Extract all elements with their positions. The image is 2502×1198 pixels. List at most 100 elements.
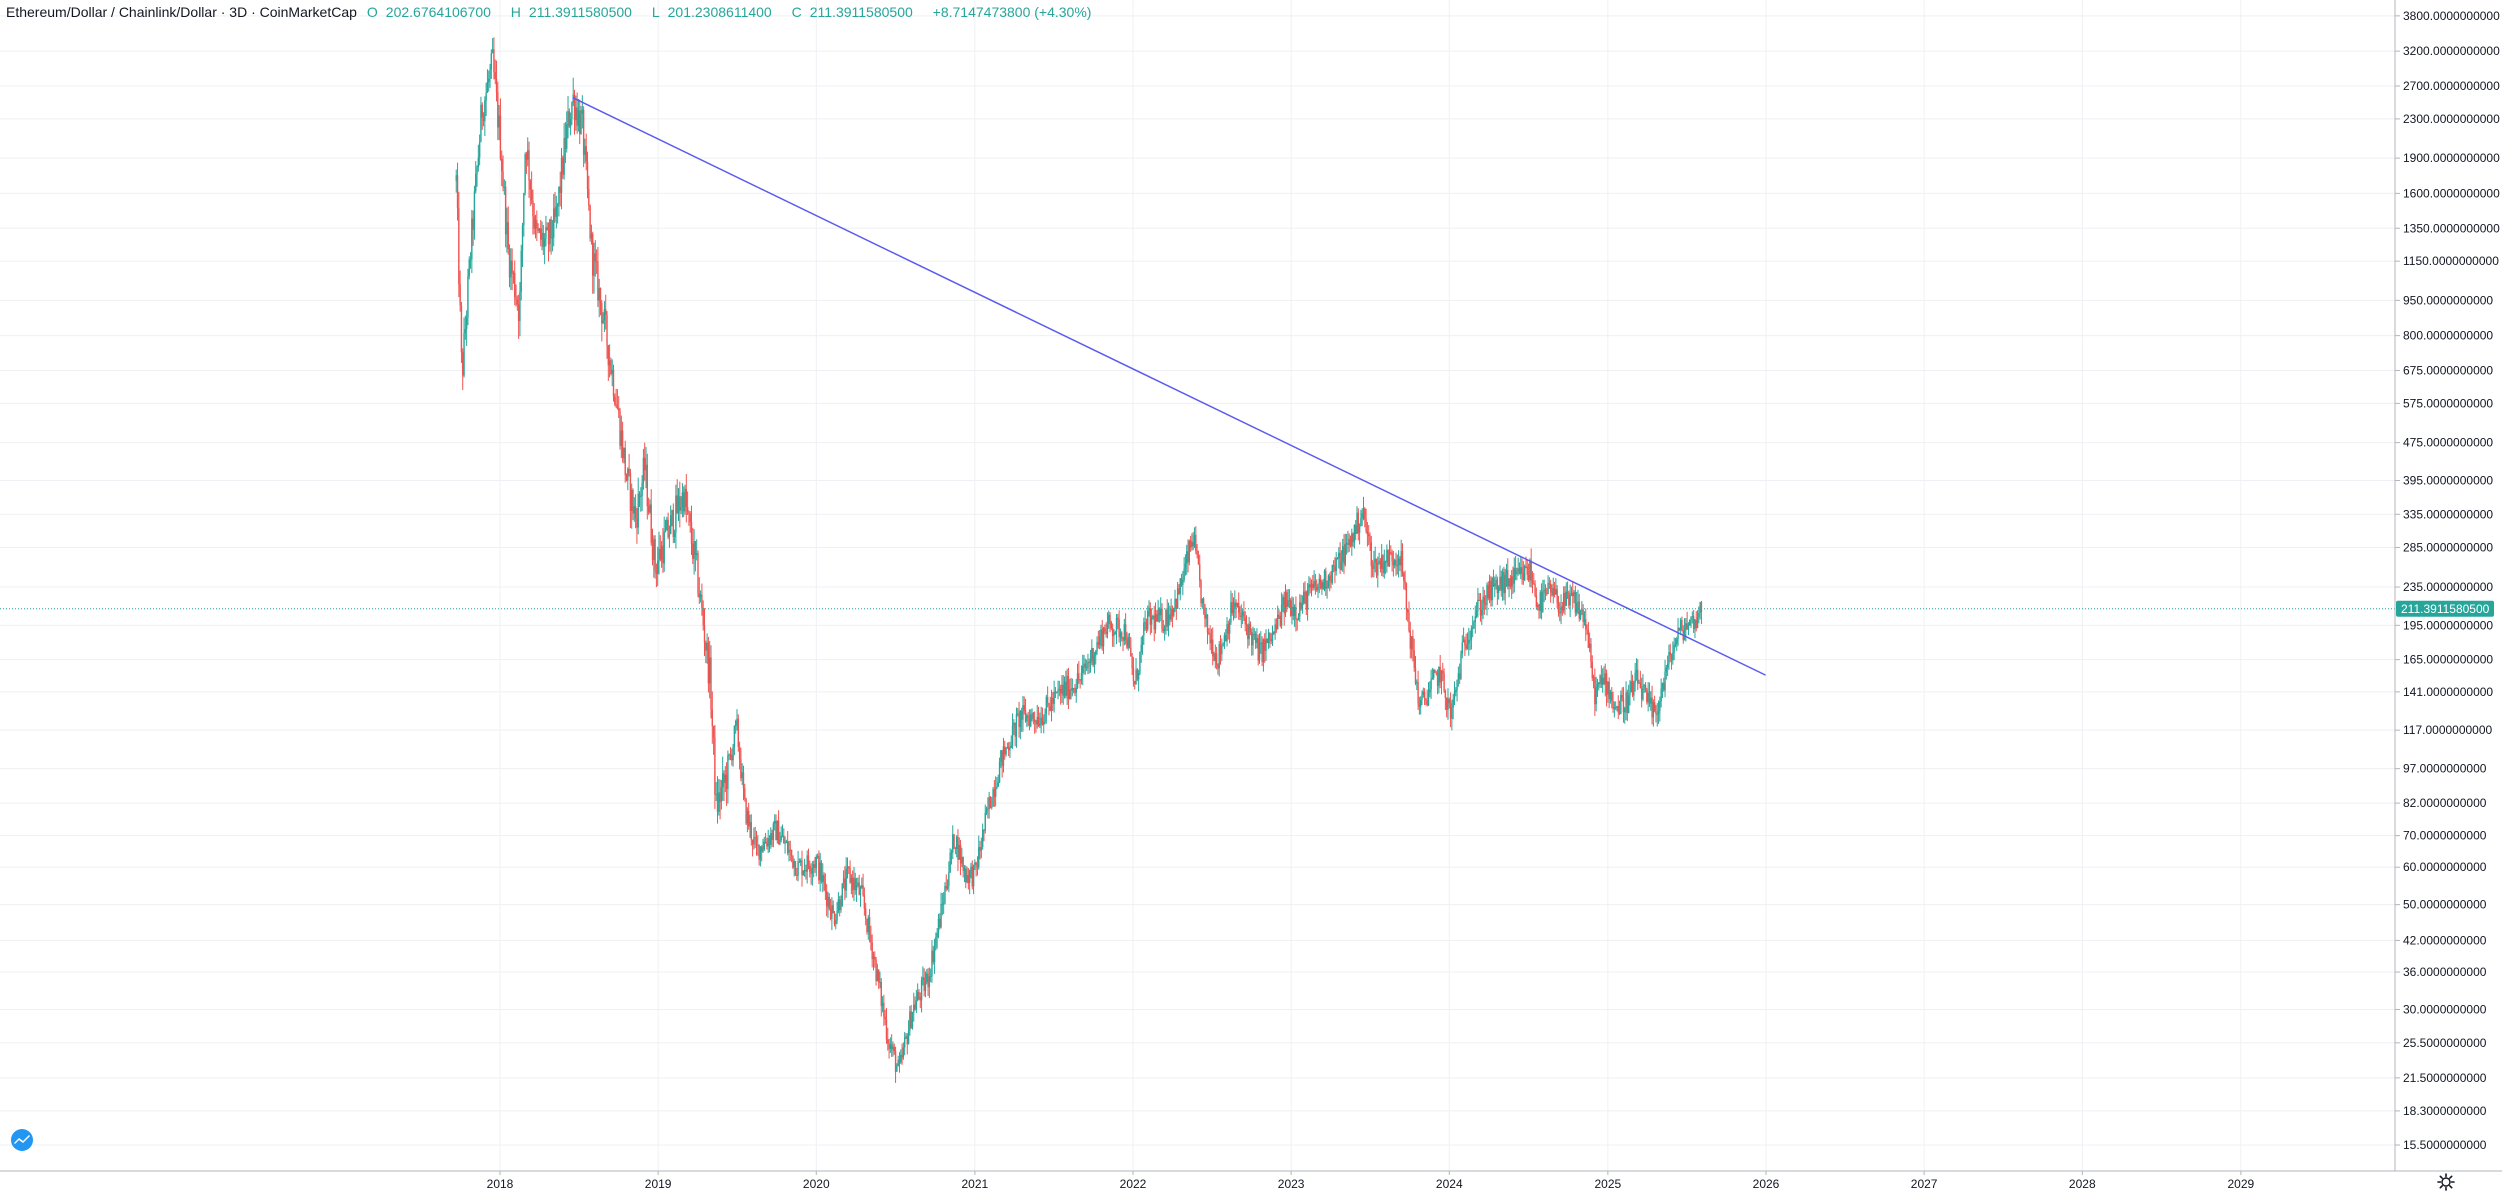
- candle-body: [1443, 673, 1445, 691]
- candle: [653, 535, 655, 578]
- candle-body: [1013, 722, 1015, 726]
- candle-body: [1586, 629, 1588, 631]
- candle-body: [1679, 620, 1682, 631]
- trend-line[interactable]: [572, 97, 1766, 676]
- candle: [1009, 741, 1011, 758]
- candle-body: [745, 798, 747, 824]
- candle-body: [854, 878, 856, 891]
- candle: [1152, 614, 1154, 620]
- candle: [1533, 572, 1535, 585]
- candle-body: [1299, 602, 1301, 617]
- candle-body: [1547, 583, 1549, 594]
- candle-body: [984, 812, 986, 831]
- candle-body: [916, 991, 919, 1001]
- candle-body: [772, 823, 775, 840]
- candle: [592, 231, 594, 294]
- candle-body: [945, 886, 947, 889]
- candle-body: [997, 782, 999, 787]
- chart-overlays: [0, 97, 2395, 676]
- candle: [1540, 583, 1543, 620]
- candle: [564, 122, 567, 164]
- candle-body: [1417, 682, 1419, 704]
- candle: [829, 898, 832, 921]
- candle: [1182, 571, 1184, 596]
- symbol-title[interactable]: Ethereum/Dollar / Chainlink/Dollar · 3D …: [6, 4, 357, 20]
- candle: [1410, 636, 1413, 659]
- candle-body: [905, 1036, 907, 1038]
- price-axis[interactable]: 3800.00000000003200.00000000002700.00000…: [2394, 0, 2500, 1171]
- y-tick-label: 18.3000000000: [2403, 1104, 2487, 1118]
- candle: [1501, 568, 1504, 601]
- candle-body: [1153, 616, 1155, 630]
- candle-body: [1509, 578, 1512, 587]
- candle: [729, 747, 732, 761]
- candle-body: [1228, 622, 1231, 634]
- candle-body: [514, 272, 516, 298]
- candle: [862, 873, 864, 897]
- candle-body: [1440, 671, 1443, 683]
- candle-body: [1243, 611, 1245, 618]
- candle: [866, 918, 868, 935]
- candle-body: [872, 956, 875, 960]
- candle-body: [889, 1044, 892, 1049]
- candle: [1435, 670, 1437, 676]
- candle-body: [777, 821, 780, 845]
- candle: [1101, 620, 1103, 651]
- candle-body: [963, 868, 966, 871]
- candle: [871, 934, 873, 968]
- candle-body: [1336, 558, 1339, 560]
- candle: [1666, 655, 1669, 676]
- candle-body: [1551, 592, 1553, 596]
- candle-body: [1647, 692, 1649, 703]
- candle-body: [485, 92, 487, 101]
- candle: [914, 996, 916, 1011]
- candle-body: [829, 908, 832, 919]
- candle-body: [1291, 606, 1293, 616]
- candle: [586, 151, 589, 199]
- candle: [1482, 586, 1484, 620]
- candle: [1561, 601, 1564, 616]
- candle: [569, 112, 572, 136]
- candle: [814, 856, 816, 873]
- candle-body: [1416, 682, 1418, 684]
- candle-body: [1592, 677, 1595, 679]
- candle: [1113, 629, 1115, 647]
- candle-body: [1091, 648, 1093, 662]
- candle-body: [1422, 691, 1424, 695]
- candle: [1295, 596, 1297, 632]
- candle-body: [1325, 570, 1327, 589]
- candle: [1432, 668, 1435, 680]
- candle: [1699, 601, 1701, 620]
- candle-body: [1348, 538, 1350, 545]
- candle: [1477, 587, 1479, 618]
- last-price-label: 211.3911580500: [2401, 602, 2490, 616]
- candle-body: [892, 1046, 894, 1050]
- candle: [858, 874, 860, 896]
- candle-body: [770, 833, 772, 845]
- candle: [1583, 611, 1586, 626]
- candle: [696, 539, 698, 561]
- candle-body: [831, 905, 833, 919]
- candle-body: [1312, 583, 1314, 589]
- candle-body: [1633, 682, 1635, 696]
- time-axis[interactable]: 2018 2019 2020 2021 2022 2023 2024 2025 2026 2027…: [0, 1170, 2502, 1191]
- candle-body: [846, 866, 849, 869]
- candle-body: [1156, 614, 1158, 622]
- candle-body: [1267, 632, 1270, 644]
- candle: [462, 348, 464, 391]
- candle-body: [709, 657, 711, 684]
- candle: [1154, 602, 1157, 634]
- candle-body: [1503, 571, 1505, 594]
- tradingview-logo-icon[interactable]: [8, 1128, 36, 1152]
- candle-body: [562, 157, 564, 175]
- gear-icon[interactable]: [2436, 1172, 2456, 1192]
- candle: [1174, 589, 1176, 613]
- candle-body: [968, 870, 971, 883]
- candle: [1517, 557, 1519, 576]
- candle-body: [645, 464, 647, 471]
- candle: [1010, 735, 1012, 749]
- candle-body: [1057, 690, 1059, 692]
- candle: [981, 823, 984, 850]
